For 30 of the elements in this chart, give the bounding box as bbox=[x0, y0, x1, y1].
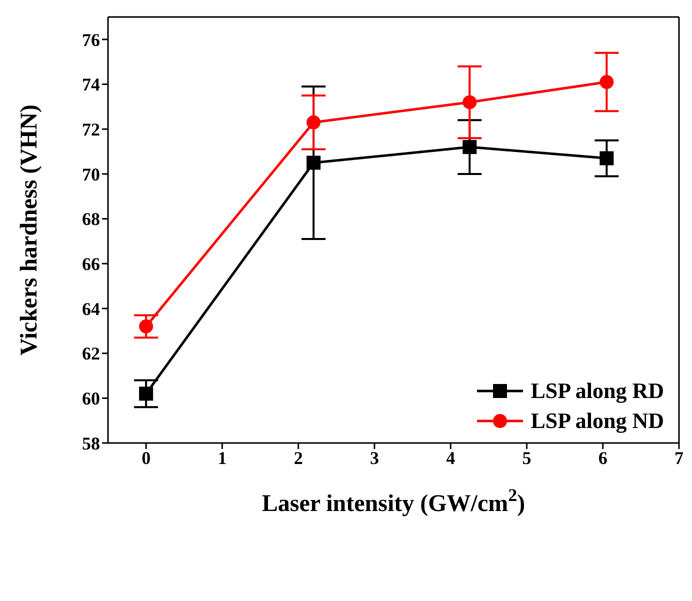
point bbox=[139, 386, 154, 401]
y-axis-title: Vickers hardness (VHN) bbox=[16, 104, 43, 356]
point bbox=[462, 95, 477, 110]
x-axis-title: Laser intensity (GW/cm$^{2}$) bbox=[262, 485, 526, 517]
y-tick-label: 64 bbox=[82, 298, 100, 319]
y-tick-label: 72 bbox=[82, 119, 100, 140]
legend-label: LSP along ND bbox=[530, 408, 664, 434]
x-tick-label: 1 bbox=[218, 448, 227, 468]
point bbox=[306, 156, 321, 170]
y-tick-label: 74 bbox=[82, 74, 100, 95]
y-tick-label: 70 bbox=[82, 164, 100, 184]
x-tick-label: 7 bbox=[674, 448, 684, 468]
y-tick-label: 58 bbox=[82, 433, 100, 454]
x-tick-label: 2 bbox=[294, 448, 303, 468]
y-tick-label: 62 bbox=[82, 344, 100, 364]
y-tick-label: 76 bbox=[82, 30, 100, 50]
point bbox=[139, 319, 154, 334]
point bbox=[600, 75, 614, 90]
point bbox=[600, 151, 614, 166]
x-tick-label: 0 bbox=[142, 448, 151, 468]
y-tick-label: 66 bbox=[82, 254, 100, 274]
x-tick-label: 4 bbox=[446, 448, 456, 468]
x-tick-label: 6 bbox=[598, 448, 608, 468]
x-tick-label: 3 bbox=[370, 448, 379, 468]
y-tick-label: 68 bbox=[82, 209, 100, 230]
y-tick-label: 60 bbox=[82, 388, 100, 409]
legend-label: LSP along RD bbox=[530, 378, 664, 404]
point bbox=[306, 115, 321, 130]
x-tick-label: 5 bbox=[522, 448, 532, 468]
point bbox=[462, 140, 477, 154]
